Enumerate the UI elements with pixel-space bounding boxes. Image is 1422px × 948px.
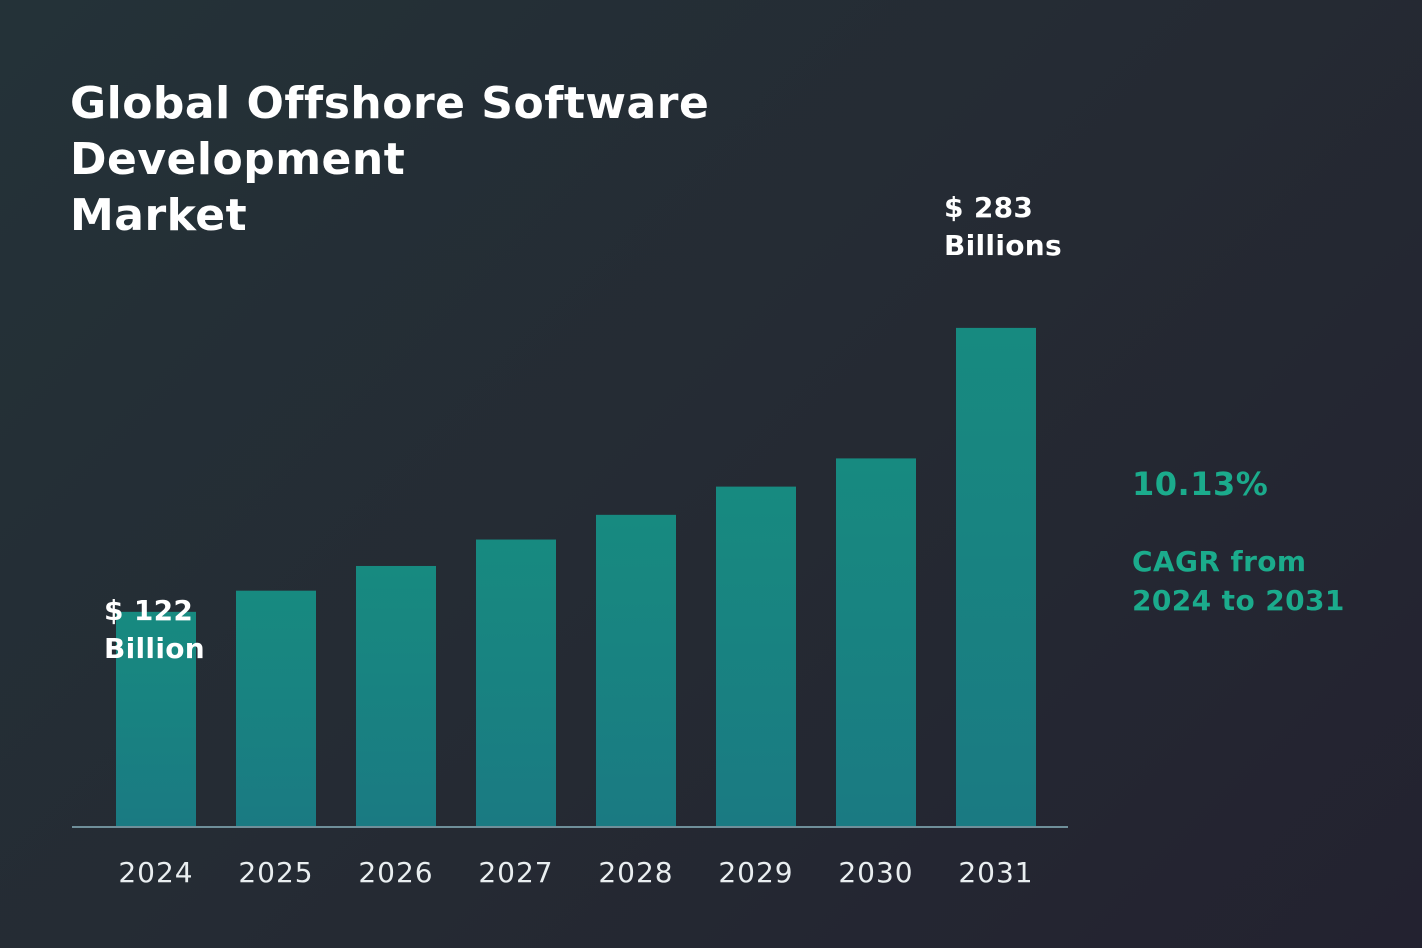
x-tick-label-2026: 2026: [358, 856, 433, 889]
cagr-label-line-1: CAGR from: [1132, 545, 1307, 578]
x-tick-label-2030: 2030: [838, 856, 913, 889]
x-tick-label-2031: 2031: [958, 856, 1033, 889]
chart-title-line-3: Market: [70, 190, 248, 241]
bar-2029: [716, 486, 796, 827]
bar-2027: [476, 539, 556, 827]
chart-title-line-1: Global Offshore Software: [70, 78, 710, 129]
end-value-callout: $ 283 Billions: [944, 189, 1062, 265]
bar-2028: [596, 514, 676, 827]
cagr-label-line-2: 2024 to 2031: [1132, 584, 1345, 617]
start-value-amount: $ 122: [104, 594, 194, 627]
start-value-callout: $ 122 Billion: [104, 592, 205, 668]
bar-2031: [956, 327, 1036, 827]
x-tick-label-2028: 2028: [598, 856, 673, 889]
bar-group: [116, 327, 1036, 827]
bar-2030: [836, 458, 916, 827]
end-value-amount: $ 283: [944, 191, 1034, 224]
cagr-value: 10.13%: [1132, 465, 1269, 503]
x-tick-label-2024: 2024: [118, 856, 193, 889]
x-tick-label-2027: 2027: [478, 856, 553, 889]
bar-2026: [356, 565, 436, 827]
chart-title-line-2: Development: [70, 134, 406, 185]
x-tick-label-2025: 2025: [238, 856, 313, 889]
cagr-block: 10.13% CAGR from 2024 to 2031: [1132, 462, 1345, 620]
x-tick-labels: 2024 2025 2026 2027 2028 2029 2030 2031: [118, 856, 1033, 889]
cagr-label: CAGR from 2024 to 2031: [1132, 542, 1345, 620]
chart-title: Global Offshore Software Development Mar…: [70, 76, 750, 244]
bar-2025: [236, 590, 316, 827]
bar-2024: [116, 611, 196, 827]
end-value-unit: Billions: [944, 229, 1062, 262]
x-tick-label-2029: 2029: [718, 856, 793, 889]
start-value-unit: Billion: [104, 632, 206, 665]
